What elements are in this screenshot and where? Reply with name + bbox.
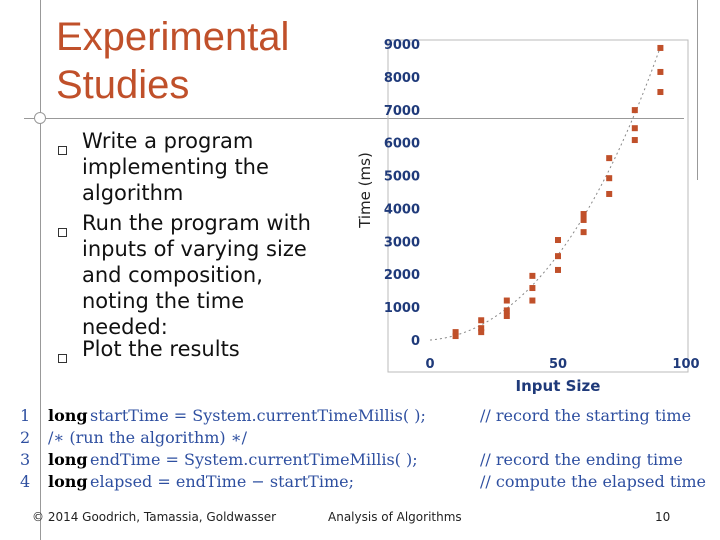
point bbox=[606, 155, 613, 162]
keyword: long bbox=[48, 450, 88, 469]
footer-copyright: © 2014 Goodrich, Tamassia, Goldwasser bbox=[32, 510, 277, 524]
page-number: 10 bbox=[655, 510, 671, 524]
point bbox=[631, 137, 638, 144]
code-text: startTime = System.currentTimeMillis( ); bbox=[90, 406, 426, 425]
rule bbox=[40, 0, 41, 540]
chart: Time (ms) Input Size 0100020003000400050… bbox=[356, 38, 700, 395]
code-text: elapsed = endTime − startTime; bbox=[90, 472, 354, 491]
title: Studies bbox=[56, 63, 190, 107]
point bbox=[478, 317, 485, 324]
point bbox=[631, 107, 638, 114]
line-number: 1 bbox=[20, 406, 31, 425]
point bbox=[452, 329, 459, 336]
point bbox=[503, 312, 510, 319]
point bbox=[555, 253, 561, 260]
bullet-box bbox=[58, 146, 67, 155]
circle bbox=[34, 112, 46, 124]
bullet-box bbox=[58, 228, 67, 237]
keyword: long bbox=[48, 406, 88, 425]
point bbox=[657, 68, 664, 75]
y-tick-label: 9000 bbox=[384, 38, 420, 53]
line-number: 4 bbox=[20, 472, 31, 491]
y-axis-label: Time (ms) bbox=[356, 152, 374, 229]
y-tick-label: 7000 bbox=[384, 104, 420, 119]
point bbox=[606, 190, 613, 197]
y-tick-label: 4000 bbox=[384, 202, 420, 217]
bullet: Run the program with inputs of varying s… bbox=[82, 211, 311, 339]
comment: // compute the elapsed time bbox=[480, 472, 707, 491]
point bbox=[631, 125, 638, 132]
y-tick-label: 1000 bbox=[384, 301, 420, 316]
point bbox=[452, 333, 459, 340]
rule bbox=[697, 0, 698, 180]
comment: // record the starting time bbox=[480, 406, 692, 425]
rule bbox=[24, 118, 684, 119]
point bbox=[503, 297, 510, 304]
point bbox=[503, 307, 510, 314]
point bbox=[657, 44, 664, 51]
point bbox=[580, 211, 587, 218]
point bbox=[529, 297, 536, 304]
code-text: /∗ (run the algorithm) ∗/ bbox=[48, 428, 248, 447]
y-tick-label: 0 bbox=[411, 334, 420, 349]
point bbox=[555, 266, 561, 273]
trend bbox=[429, 47, 661, 341]
y-tick-label: 5000 bbox=[384, 170, 420, 185]
title: Experimental bbox=[56, 15, 290, 59]
line-number: 2 bbox=[20, 428, 31, 447]
line-number: 3 bbox=[20, 450, 31, 469]
footer-center: Analysis of Algorithms bbox=[328, 510, 462, 524]
code-text: endTime = System.currentTimeMillis( ); bbox=[90, 450, 418, 469]
x-tick-label: 50 bbox=[549, 357, 567, 372]
y-tick-label: 8000 bbox=[384, 71, 420, 86]
x-axis-label: Input Size bbox=[516, 377, 601, 395]
bullet: Write a program implementing the algorit… bbox=[82, 129, 269, 205]
point bbox=[529, 272, 536, 279]
point bbox=[478, 329, 485, 336]
y-tick-label: 3000 bbox=[384, 235, 420, 250]
point bbox=[580, 216, 587, 223]
y-tick-label: 2000 bbox=[384, 268, 420, 283]
y-tick-label: 6000 bbox=[384, 137, 420, 152]
x-tick-label: 100 bbox=[672, 357, 699, 372]
bullet-box bbox=[58, 354, 67, 363]
point bbox=[529, 285, 536, 292]
comment: // record the ending time bbox=[480, 450, 683, 469]
point bbox=[555, 237, 561, 244]
x-tick-label: 0 bbox=[425, 357, 434, 372]
point bbox=[657, 89, 664, 96]
plot-frame bbox=[387, 39, 689, 373]
point bbox=[606, 175, 613, 182]
keyword: long bbox=[48, 472, 88, 491]
bullet: Plot the results bbox=[82, 337, 240, 361]
point bbox=[478, 325, 485, 332]
point bbox=[580, 229, 587, 236]
